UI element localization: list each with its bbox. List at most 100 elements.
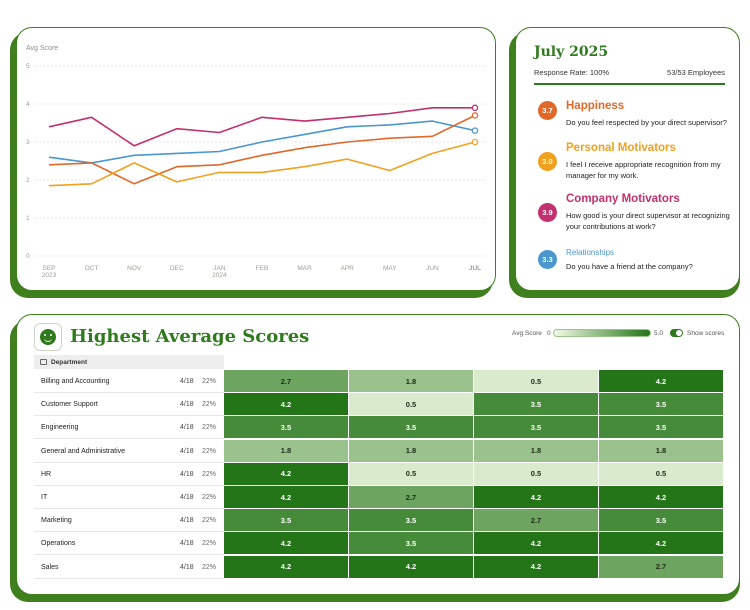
series-endpoint-company (471, 104, 479, 112)
score-cell[interactable]: 3.5 (349, 532, 473, 555)
x-tick-label: OCT (85, 265, 99, 272)
score-cell[interactable]: 4.2 (224, 462, 348, 485)
y-tick-label: 4 (26, 101, 30, 108)
show-scores-label: Show scores (687, 330, 725, 337)
response-percent: 22% (202, 401, 217, 409)
month-title: July 2025 (534, 44, 609, 60)
score-cell[interactable]: 2.7 (224, 370, 348, 392)
response-percent: 22% (202, 540, 217, 548)
score-cell[interactable]: 4.2 (224, 486, 348, 508)
trend-chart-card: Avg Score 0 1 2 3 4 5 SEP 2023 OCT NOV DEC JAN 2024 FE… (16, 27, 496, 291)
x-tick-sublabel: 2023 (42, 272, 57, 279)
score-cell[interactable]: 4.2 (224, 555, 348, 578)
score-cell[interactable]: 4.2 (474, 486, 598, 508)
metric-question: I feel I receive appropriate recognition… (566, 160, 721, 180)
y-tick-label: 2 (26, 177, 30, 184)
x-tick-label: APR (341, 265, 355, 272)
score-cell[interactable]: 4.2 (224, 393, 348, 416)
metric-question: How good is your direct supervisor at re… (566, 211, 730, 231)
score-cell[interactable]: 0.5 (474, 462, 598, 485)
row-divider (34, 392, 224, 393)
score-cell[interactable]: 4.2 (599, 486, 723, 508)
score-cell[interactable]: 4.2 (349, 555, 473, 578)
response-percent: 22% (202, 447, 217, 455)
response-percent: 22% (202, 494, 217, 501)
show-scores-toggle[interactable] (670, 329, 683, 337)
score-cell[interactable]: 4.2 (474, 532, 598, 555)
metric-title: Relationships (566, 248, 615, 257)
department-name: IT (41, 494, 48, 501)
score-cell[interactable]: 3.5 (599, 509, 723, 532)
y-tick-label: 3 (26, 139, 30, 146)
table-row[interactable]: Billing and Accounting 4/18 22% 2.7 1.8 0.5 4.… (34, 370, 724, 393)
score-cell[interactable]: 3.5 (349, 416, 473, 439)
series-line-happiness (48, 114, 476, 185)
response-fraction: 4/18 (180, 517, 194, 525)
table-row[interactable]: Marketing 4/18 22% 3.5 3.5 2.7 3.5 (34, 509, 724, 533)
score-cell[interactable]: 0.5 (474, 370, 598, 392)
score-cell[interactable]: 2.7 (349, 486, 473, 508)
score-cell[interactable]: 4.2 (474, 555, 598, 578)
table-row[interactable]: Sales 4/18 22% 4.2 4.2 4.2 2.7 (34, 555, 724, 579)
score-cell[interactable]: 4.2 (224, 532, 348, 555)
x-tick-label: NOV (127, 265, 142, 272)
score-cell[interactable]: 2.7 (474, 509, 598, 532)
score-cell[interactable]: 2.7 (599, 555, 723, 578)
department-column-header[interactable]: Department (34, 355, 224, 369)
y-axis-title: Avg Score (26, 45, 58, 52)
score-cell[interactable]: 4.2 (599, 532, 723, 555)
score-cell[interactable]: 3.5 (224, 509, 348, 532)
x-tick-label: MAR (297, 265, 312, 272)
title-divider (534, 83, 725, 85)
response-fraction: 4/18 (180, 563, 194, 571)
table-title: Highest Average Scores (70, 326, 310, 347)
score-cell[interactable]: 1.8 (349, 439, 473, 462)
legend-label: Avg Score (512, 330, 542, 337)
table-row[interactable]: Operations 4/18 22% 4.2 3.5 4.2 4.2 (34, 532, 724, 556)
metric-question: Do you have a friend at the company? (566, 262, 693, 271)
score-cell[interactable]: 0.5 (349, 462, 473, 485)
table-row[interactable]: IT 4/18 22% 4.2 2.7 4.2 4.2 (34, 486, 724, 509)
row-divider (34, 484, 224, 486)
score-cell[interactable]: 1.8 (474, 439, 598, 462)
row-divider (34, 531, 224, 533)
y-tick-label: 0 (26, 253, 30, 260)
series-endpoint-happiness (471, 112, 479, 119)
month-summary-card: July 2025 Response Rate: 100% 53/53 Empl… (515, 27, 740, 291)
score-cell[interactable]: 0.5 (349, 393, 473, 416)
score-badge: 3.9 (538, 203, 557, 222)
score-cell[interactable]: 3.5 (224, 416, 348, 439)
score-cell[interactable]: 1.8 (349, 370, 473, 392)
row-divider (34, 415, 224, 417)
score-cell[interactable]: 3.5 (349, 509, 473, 532)
department-name: Engineering (41, 424, 79, 432)
score-cell[interactable]: 3.5 (599, 393, 723, 416)
score-badge: 3.3 (538, 250, 557, 269)
score-cell[interactable]: 3.5 (474, 393, 598, 416)
score-cell[interactable]: 1.8 (224, 439, 348, 462)
department-header-label: Department (51, 358, 88, 366)
y-tick-label: 1 (26, 215, 30, 222)
response-fraction: 4/18 (180, 540, 194, 548)
scores-table-card: Highest Average Scores Avg Score 0 5.0 S… (16, 314, 740, 595)
department-name: Marketing (41, 517, 72, 525)
score-cell[interactable]: 0.5 (599, 462, 723, 485)
x-tick-sublabel: 2024 (212, 272, 227, 279)
row-divider (34, 577, 224, 579)
y-tick-label: 5 (26, 63, 30, 70)
metric-title: Company Motivators (566, 193, 680, 205)
score-badge: 3.7 (538, 101, 557, 120)
score-cell[interactable]: 3.5 (474, 416, 598, 439)
x-tick-label: SEP (42, 265, 55, 272)
score-cell[interactable]: 1.8 (599, 439, 723, 462)
table-row[interactable]: Engineering 4/18 22% 3.5 3.5 3.5 3.5 (34, 416, 724, 440)
table-row[interactable]: Customer Support 4/18 22% 4.2 0.5 3.5 3.5 (34, 393, 724, 417)
score-badge: 3.0 (538, 152, 557, 171)
department-name: Sales (41, 563, 59, 571)
score-cell[interactable]: 4.2 (599, 370, 723, 392)
score-cell[interactable]: 3.5 (599, 416, 723, 439)
table-row[interactable]: HR 4/18 22% 4.2 0.5 0.5 0.5 (34, 462, 724, 486)
x-tick-label: DEC (170, 265, 184, 272)
table-row[interactable]: General and Administrative 4/18 22% 1.8 1.8 1… (34, 439, 724, 463)
response-fraction: 4/18 (180, 470, 194, 478)
